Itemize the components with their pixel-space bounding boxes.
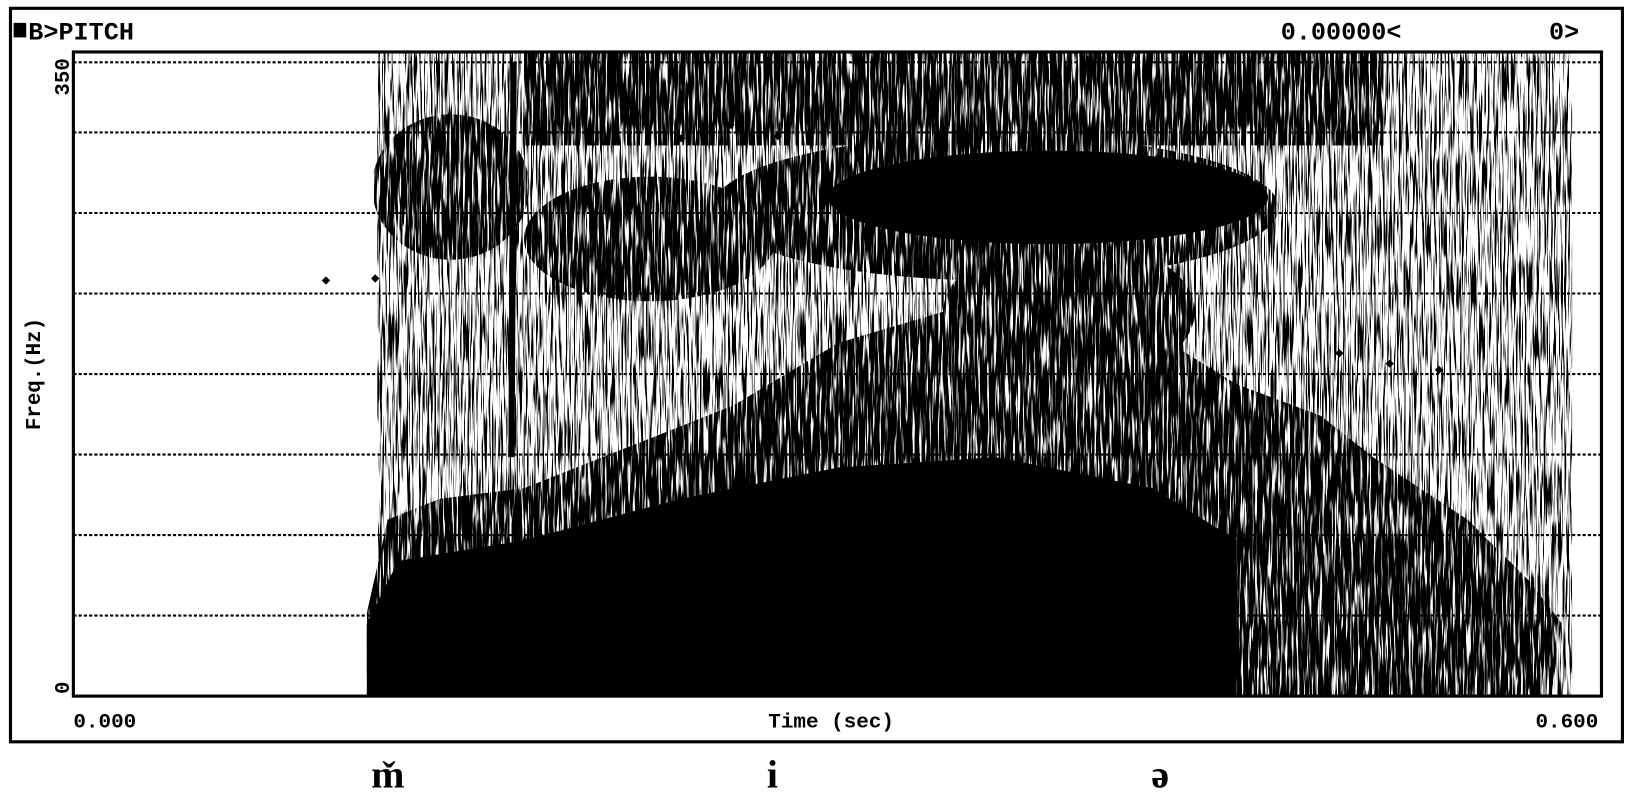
channel: 0>	[1549, 19, 1579, 48]
x-min-label: 0.000	[73, 711, 136, 734]
window-frame	[8, 6, 1624, 744]
window-title: B>PITCH	[28, 19, 134, 48]
cursor-box	[13, 22, 27, 38]
cursor-value: 0.00000<	[1281, 19, 1402, 48]
segment-label: ə	[1151, 753, 1169, 797]
segment-label: i	[767, 753, 778, 797]
segment-label: m̌	[371, 753, 404, 797]
x-max-label: 0.600	[1535, 711, 1598, 734]
grid	[73, 61, 1602, 617]
burst	[508, 62, 517, 458]
x-axis-label: Time (sec)	[768, 711, 894, 734]
y-max-label: 350	[53, 58, 76, 95]
y-min-label: 0	[53, 682, 76, 694]
low-band	[366, 457, 1237, 697]
formant-blob	[827, 150, 1269, 245]
y-axis-label: Freq.(Hz)	[24, 318, 47, 430]
spectrogram	[366, 51, 1573, 697]
